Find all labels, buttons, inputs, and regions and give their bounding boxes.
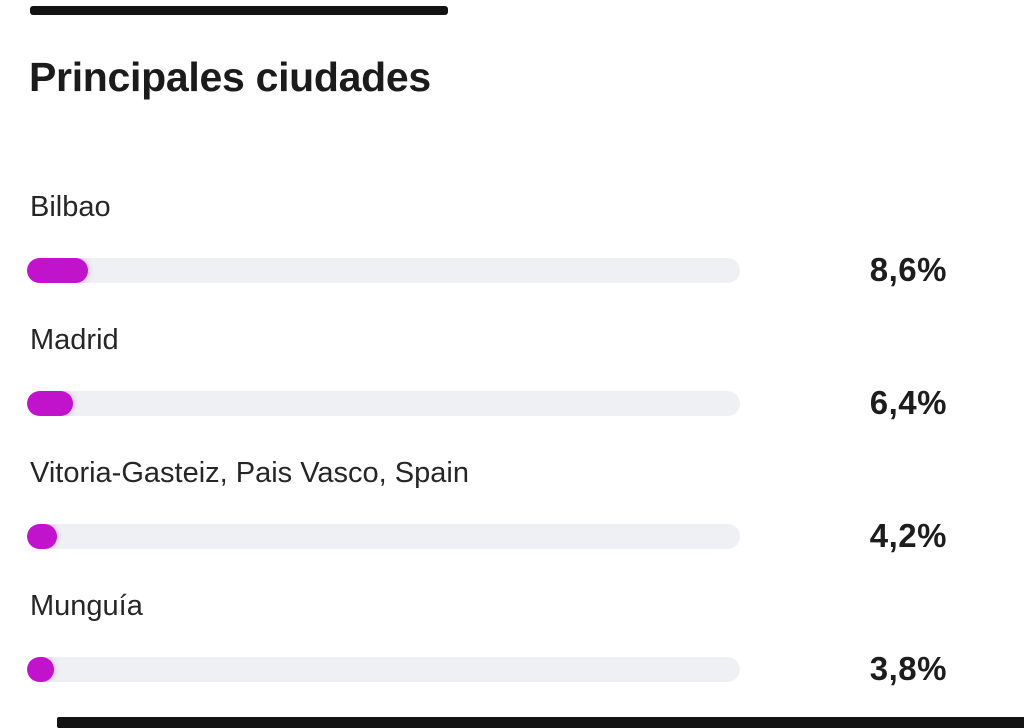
bar-fill	[27, 390, 73, 416]
city-row: Bilbao 8,6%	[27, 190, 947, 323]
city-name: Vitoria-Gasteiz, Pais Vasco, Spain	[30, 457, 469, 489]
bar-line: 3,8%	[27, 651, 947, 687]
city-bar-list: Bilbao 8,6% Madrid 6,4% Vitoria-Gasteiz,…	[27, 190, 947, 722]
percentage-value: 6,4%	[869, 384, 947, 421]
percentage-value: 4,2%	[869, 517, 947, 554]
city-name: Bilbao	[30, 191, 111, 223]
bar-fill	[27, 257, 89, 283]
percentage-value: 3,8%	[869, 650, 947, 687]
city-row: Madrid 6,4%	[27, 323, 947, 456]
city-row: Munguía 3,8%	[27, 589, 947, 722]
bar-track	[27, 257, 740, 283]
city-name: Munguía	[30, 590, 143, 622]
bar-line: 4,2%	[27, 518, 947, 554]
bar-line: 6,4%	[27, 385, 947, 421]
city-name: Madrid	[30, 324, 119, 356]
section-title: Principales ciudades	[29, 54, 431, 100]
bar-track	[27, 656, 740, 682]
bar-fill	[27, 656, 55, 682]
bar-track	[27, 523, 740, 549]
percentage-value: 8,6%	[869, 251, 947, 288]
city-row: Vitoria-Gasteiz, Pais Vasco, Spain 4,2%	[27, 456, 947, 589]
bar-track	[27, 390, 740, 416]
bottom-edge-fragment	[57, 717, 1024, 728]
top-edge-fragment	[30, 6, 448, 15]
bar-line: 8,6%	[27, 252, 947, 288]
bar-fill	[27, 523, 57, 549]
